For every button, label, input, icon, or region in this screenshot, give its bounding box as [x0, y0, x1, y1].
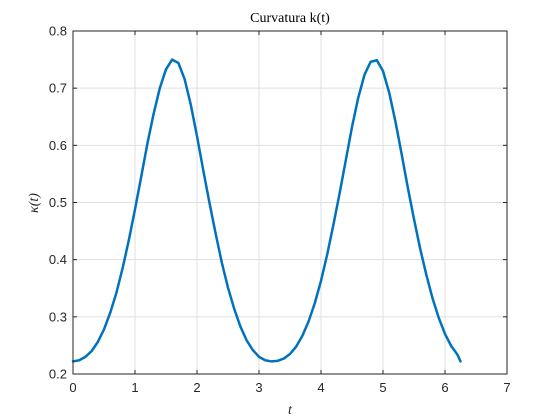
- x-axis-label: t: [288, 403, 293, 418]
- y-tick-label: 0.2: [49, 367, 67, 382]
- x-tick-label: 4: [317, 380, 324, 395]
- y-tick-label: 0.7: [49, 81, 67, 96]
- tick-labels: 0 1 2 3 4 5 6 7 0.2 0.3 0.4 0.5 0.6 0.7 0.8: [49, 24, 511, 396]
- y-tick-label: 0.8: [49, 24, 67, 39]
- data-lines: [71, 58, 462, 363]
- chart-title: Curvatura k(t): [250, 11, 330, 26]
- x-tick-label: 2: [193, 380, 200, 395]
- x-tick-label: 6: [441, 380, 448, 395]
- x-tick-label: 7: [503, 380, 510, 395]
- x-tick-label: 0: [69, 380, 76, 395]
- x-tick-label: 3: [255, 380, 262, 395]
- y-tick-label: 0.4: [49, 252, 67, 267]
- y-tick-label: 0.3: [49, 309, 67, 324]
- curvature-series-line: [71, 58, 462, 363]
- y-tick-label: 0.5: [49, 195, 67, 210]
- y-axis-label: κ(t): [27, 193, 42, 213]
- y-tick-label: 0.6: [49, 138, 67, 153]
- x-tick-label: 1: [131, 380, 138, 395]
- axis-ticks: [72, 30, 508, 375]
- x-tick-label: 5: [379, 380, 386, 395]
